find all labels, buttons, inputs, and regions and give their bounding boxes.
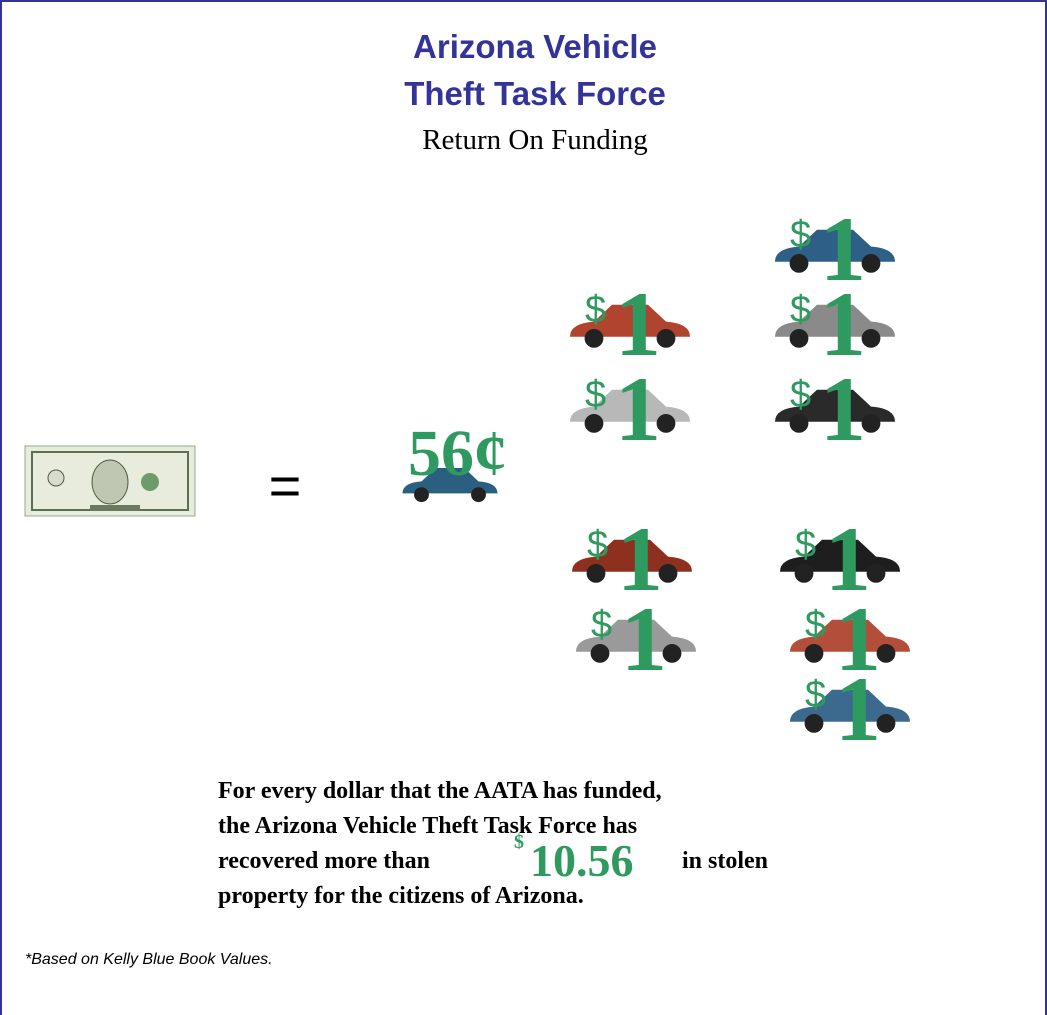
dollar-sign: $ — [795, 524, 816, 566]
dollar-sign: $ — [587, 524, 608, 566]
dollar-sign: $ — [790, 374, 811, 416]
amount-sign: $ — [514, 831, 524, 853]
footnote: *Based on Kelly Blue Book Values. — [25, 951, 273, 968]
car-wheel — [790, 414, 809, 433]
car-wheel — [805, 644, 824, 663]
amount: 10.56 — [530, 835, 634, 886]
statement-line: property for the citizens of Arizona. — [218, 883, 584, 909]
car-wheel — [585, 414, 604, 433]
dollar-sign: $ — [805, 604, 826, 646]
dollar-amount: 1 — [820, 358, 866, 460]
dollar-amount: 1 — [621, 588, 667, 690]
statement-line: recovered more than — [218, 848, 430, 874]
car-wheel — [587, 564, 606, 583]
dollar-sign: $ — [591, 604, 612, 646]
dollar-amount: 1 — [615, 358, 661, 460]
car-wheel — [790, 254, 809, 273]
car-wheel — [805, 714, 824, 733]
car-wheel — [795, 564, 814, 583]
dollar-sign: $ — [790, 214, 811, 256]
subtitle: Return On Funding — [422, 124, 648, 156]
car-wheel — [790, 329, 809, 348]
car-wheel — [591, 644, 610, 663]
title: Theft Task Force — [404, 75, 666, 112]
page: Arizona Vehicle Theft Task Force Return … — [0, 0, 1047, 1015]
dollar-bill — [25, 446, 195, 516]
cost: 56¢ — [408, 417, 507, 490]
dollar-sign: $ — [790, 289, 811, 331]
car-wheel — [585, 329, 604, 348]
title: Arizona Vehicle — [413, 28, 657, 65]
equals: = — [269, 454, 302, 517]
dollar-amount: 1 — [835, 658, 881, 760]
dollar-sign: $ — [585, 374, 606, 416]
statement-line: in stolen — [682, 848, 768, 874]
dollar-sign: $ — [805, 674, 826, 716]
dollar-sign: $ — [585, 289, 606, 331]
statement-line: For every dollar that the AATA has funde… — [218, 778, 662, 804]
